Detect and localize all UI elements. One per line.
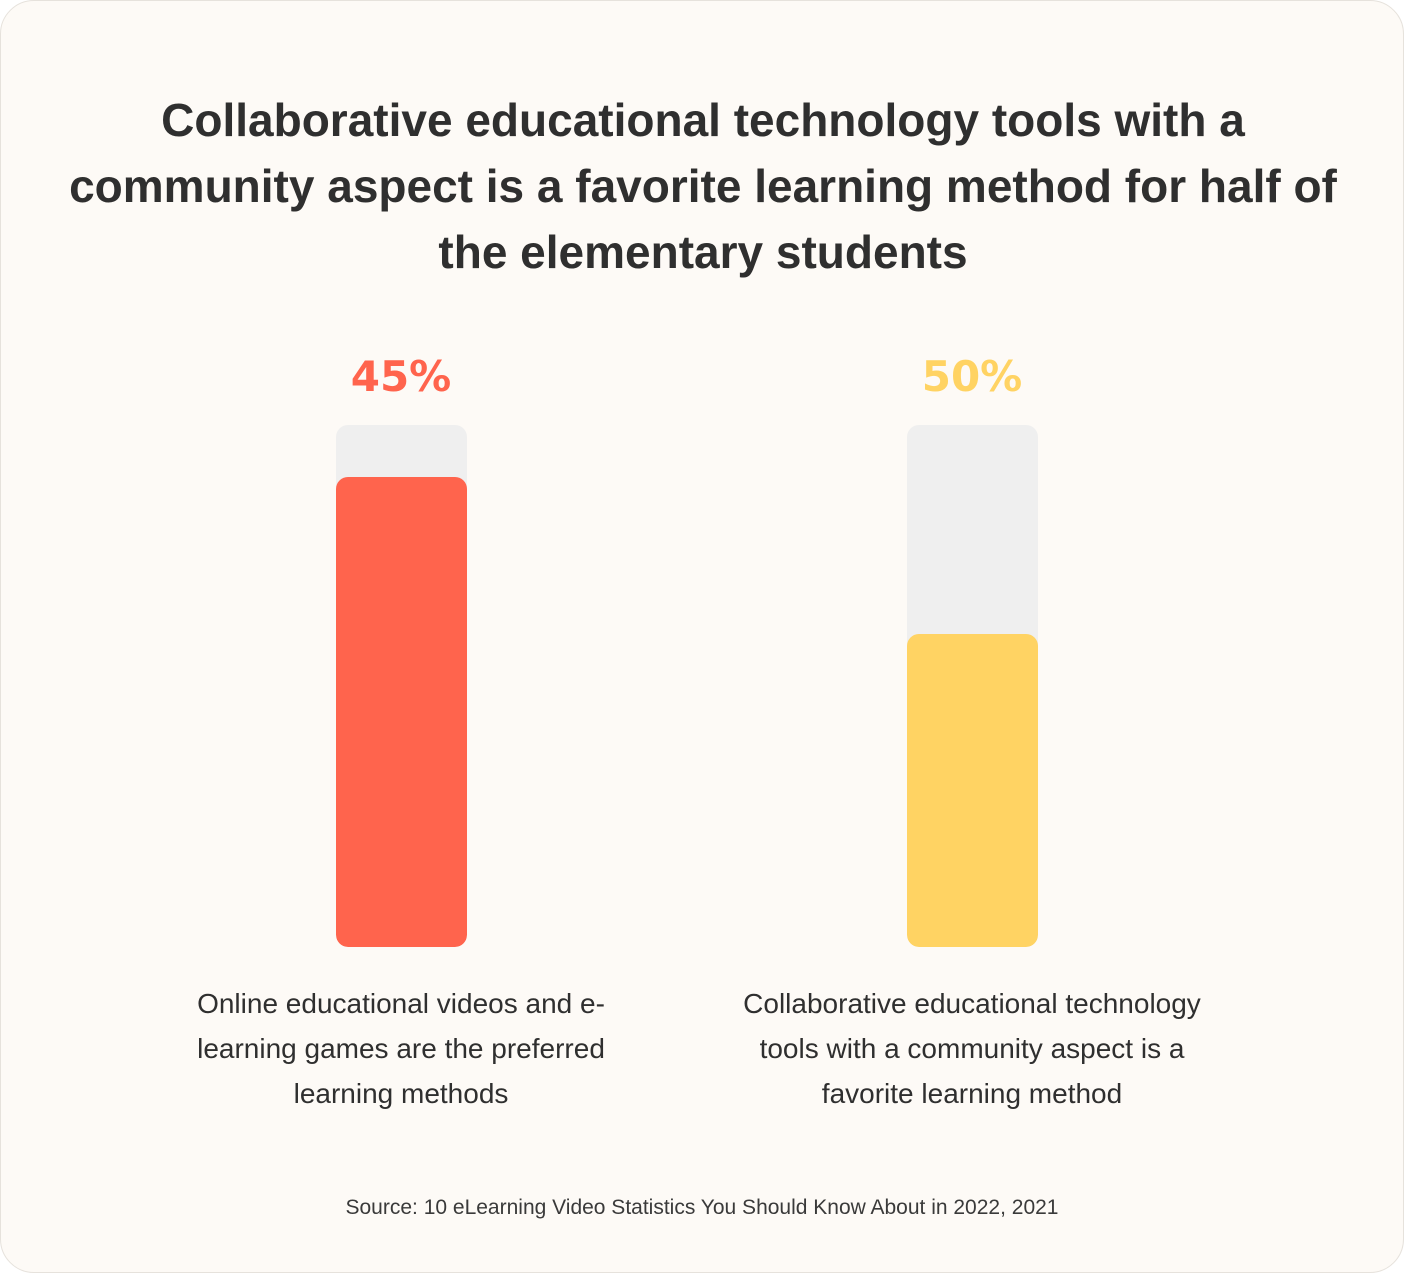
value-label-online-videos: 45%	[350, 352, 452, 401]
bar-collaborative-tools	[907, 634, 1038, 947]
bar-online-videos	[336, 477, 467, 947]
bar-track-collaborative-tools	[907, 425, 1038, 947]
source-note: Source: 10 eLearning Video Statistics Yo…	[345, 1196, 1059, 1219]
chart-title: Collaborative educational technology too…	[69, 94, 1337, 278]
category-label-online-videos: Online educational videos and e-learning…	[197, 988, 605, 1109]
value-label-collaborative-tools: 50%	[921, 352, 1023, 401]
bar-track-online-videos	[336, 425, 467, 947]
category-label-collaborative-tools: Collaborative educational technology too…	[743, 988, 1201, 1109]
